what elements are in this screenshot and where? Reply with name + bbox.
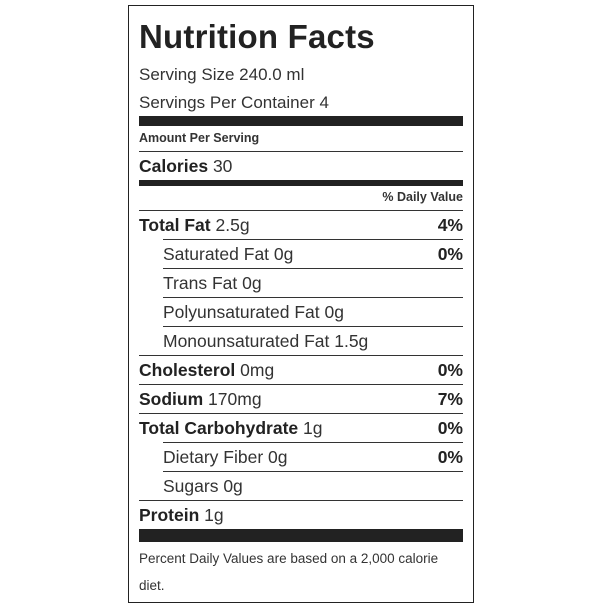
nutrient-amount: 0g [324,302,344,322]
calories-row: Calories 30 [139,152,463,180]
nutrient-daily-value: 0% [437,447,463,467]
label-title: Nutrition Facts [139,18,375,55]
nutrient-amount: 1.5g [334,331,369,351]
calories-label: Calories [139,156,209,176]
nutrient-row-monounsaturated-fat: Monounsaturated Fat 1.5g [139,327,463,355]
nutrient-row-total-fat: Total Fat 2.5g 4% [139,211,463,239]
nutrient-row-saturated-fat: Saturated Fat 0g 0% [139,240,463,268]
divider [163,471,463,472]
serving-size: Serving Size 240.0 ml [139,65,305,84]
nutrient-name: Sugars [163,476,219,496]
daily-value-header: % Daily Value [382,190,463,204]
divider [163,268,463,269]
nutrient-amount: 0mg [240,360,275,380]
nutrient-row-trans-fat: Trans Fat 0g [139,269,463,297]
nutrient-amount: 1g [204,505,224,525]
nutrient-row-sugars: Sugars 0g [139,472,463,500]
nutrient-amount: 0g [273,244,294,264]
nutrient-amount: 0g [223,476,243,496]
calories-value: 30 [212,156,233,176]
nutrient-name: Polyunsaturated Fat [163,302,320,322]
nutrient-row-total-carbohydrate: Total Carbohydrate 1g 0% [139,414,463,442]
divider [163,326,463,327]
nutrient-amount: 2.5g [215,215,250,235]
nutrient-name: Protein [139,505,200,525]
medium-divider [139,180,463,186]
divider [163,297,463,298]
nutrient-amount: 1g [303,418,323,438]
nutrition-label: Nutrition Facts Serving Size 240.0 ml Se… [128,5,474,603]
nutrient-row-cholesterol: Cholesterol 0mg 0% [139,356,463,384]
amount-per-serving: Amount Per Serving [139,131,260,145]
divider [139,500,463,501]
nutrient-daily-value: 0% [437,418,463,438]
divider [139,384,463,385]
nutrient-row-protein: Protein 1g [139,501,463,529]
nutrient-name: Trans Fat [163,273,238,293]
divider [163,442,463,443]
nutrient-name: Saturated Fat [163,244,270,264]
divider [139,355,463,356]
thick-divider [139,529,463,542]
thick-divider [139,116,463,126]
nutrient-amount: 0g [242,273,262,293]
divider [139,151,463,152]
nutrient-name: Monounsaturated Fat [163,331,330,351]
nutrient-daily-value: 0% [437,244,463,264]
divider [139,413,463,414]
nutrition-label-inner: Nutrition Facts Serving Size 240.0 ml Se… [139,6,463,602]
nutrient-daily-value: 7% [437,389,463,409]
divider [163,239,463,240]
nutrient-daily-value: 4% [437,215,463,235]
nutrient-name: Total Carbohydrate [139,418,299,438]
nutrient-row-sodium: Sodium 170mg 7% [139,385,463,413]
divider [139,210,463,211]
nutrient-amount: 170mg [208,389,262,409]
servings-per-container: Servings Per Container 4 [139,93,329,112]
footnote: Percent Daily Values are based on a 2,00… [139,551,439,593]
nutrient-name: Cholesterol [139,360,236,380]
nutrient-name: Dietary Fiber [163,447,264,467]
nutrient-daily-value: 0% [437,360,463,380]
nutrient-row-polyunsaturated-fat: Polyunsaturated Fat 0g [139,298,463,326]
nutrient-amount: 0g [268,447,288,467]
nutrient-name: Sodium [139,389,204,409]
nutrient-name: Total Fat [139,215,211,235]
nutrient-row-dietary-fiber: Dietary Fiber 0g 0% [139,443,463,471]
